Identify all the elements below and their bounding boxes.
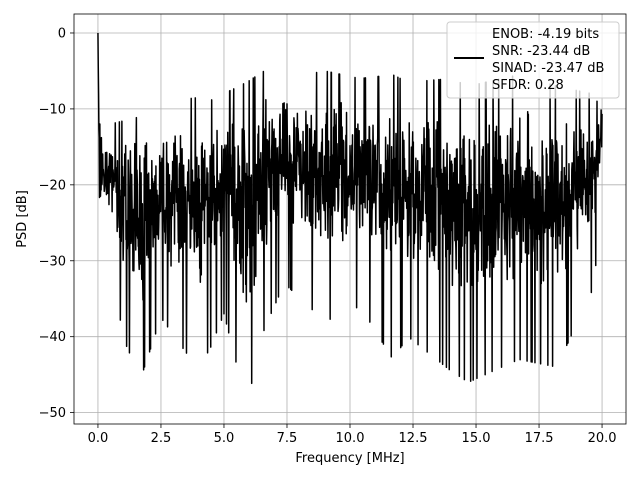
legend-entry-sinad: SINAD: -23.47 dB <box>492 61 604 76</box>
y-tick-label: −50 <box>39 406 66 421</box>
x-tick-label: 12.5 <box>399 431 428 446</box>
x-axis-label: Frequency [MHz] <box>295 451 404 466</box>
y-tick-label: −30 <box>39 254 66 269</box>
y-tick-label: −10 <box>39 102 66 117</box>
legend-box <box>446 21 620 99</box>
x-tick-label: 7.5 <box>277 431 298 446</box>
x-tick-label: 2.5 <box>151 431 172 446</box>
legend-entry-enob: ENOB: -4.19 bits <box>492 27 599 42</box>
y-tick-label: −20 <box>39 178 66 193</box>
legend-entry-snr: SNR: -23.44 dB <box>492 44 590 59</box>
y-axis-label: PSD [dB] <box>15 190 30 248</box>
y-tick-label: 0 <box>58 26 66 41</box>
x-tick-label: 5.0 <box>214 431 235 446</box>
legend-entry-sfdr: SFDR: 0.28 <box>492 78 564 93</box>
y-tick-label: −40 <box>39 330 66 345</box>
x-tick-label: 17.5 <box>525 431 554 446</box>
x-tick-label: 15.0 <box>462 431 491 446</box>
x-tick-label: 10.0 <box>336 431 365 446</box>
x-tick-label: 20.0 <box>588 431 617 446</box>
x-tick-label: 0.0 <box>88 431 109 446</box>
psd-series-line <box>97 32 603 385</box>
legend: ENOB: -4.19 bits SNR: -23.44 dB SINAD: -… <box>446 21 620 99</box>
